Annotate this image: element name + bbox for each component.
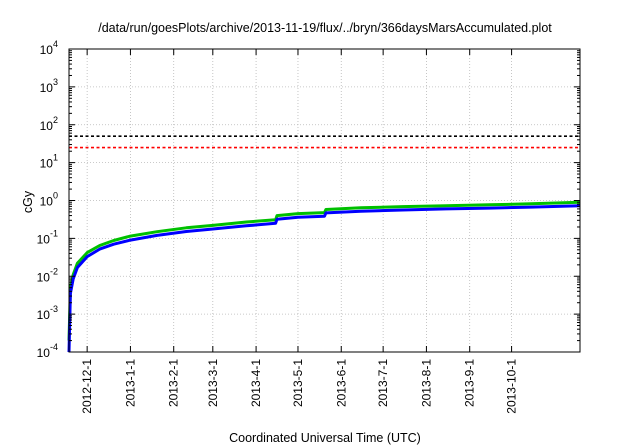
y-tick-label: 102 xyxy=(40,115,58,133)
series-line xyxy=(67,204,581,353)
x-tick-label: 2012-12-1 xyxy=(80,359,94,414)
y-tick-label: 104 xyxy=(40,39,58,57)
y-tick-label: 103 xyxy=(40,77,58,95)
x-tick-label: 2013-3-1 xyxy=(206,359,220,407)
chart-title: /data/run/goesPlots/archive/2013-11-19/f… xyxy=(98,21,552,35)
y-tick-label: 10-3 xyxy=(37,304,58,322)
y-tick-labels: 10-4 10-3 10-2 10-1 100 101 102 103 104 xyxy=(37,39,58,360)
x-tick-label: 2013-8-1 xyxy=(419,359,433,407)
series-group xyxy=(67,200,581,353)
x-axis-label: Coordinated Universal Time (UTC) xyxy=(229,431,421,445)
x-tick-label: 2013-1-1 xyxy=(123,359,137,407)
grid xyxy=(69,49,580,352)
x-tick-label: 2013-9-1 xyxy=(463,359,477,407)
y-axis-label: cGy xyxy=(21,190,35,213)
threshold-lines xyxy=(69,135,580,149)
y-tick-label: 10-1 xyxy=(37,228,58,246)
ticks xyxy=(69,48,580,353)
x-tick-label: 2013-4-1 xyxy=(249,359,263,407)
y-tick-label: 10-2 xyxy=(37,266,58,284)
x-tick-label: 2013-5-1 xyxy=(291,359,305,407)
series-line xyxy=(67,200,581,341)
x-tick-label: 2013-10-1 xyxy=(505,359,519,414)
y-tick-label: 100 xyxy=(40,191,58,209)
y-tick-label: 101 xyxy=(40,153,58,171)
x-tick-label: 2013-2-1 xyxy=(167,359,181,407)
x-tick-labels: 2012-12-1 2013-1-1 2013-2-1 2013-3-1 2013-4-… xyxy=(80,359,518,414)
y-tick-label: 10-4 xyxy=(37,342,58,360)
x-tick-label: 2013-7-1 xyxy=(376,359,390,407)
x-tick-label: 2013-6-1 xyxy=(334,359,348,407)
